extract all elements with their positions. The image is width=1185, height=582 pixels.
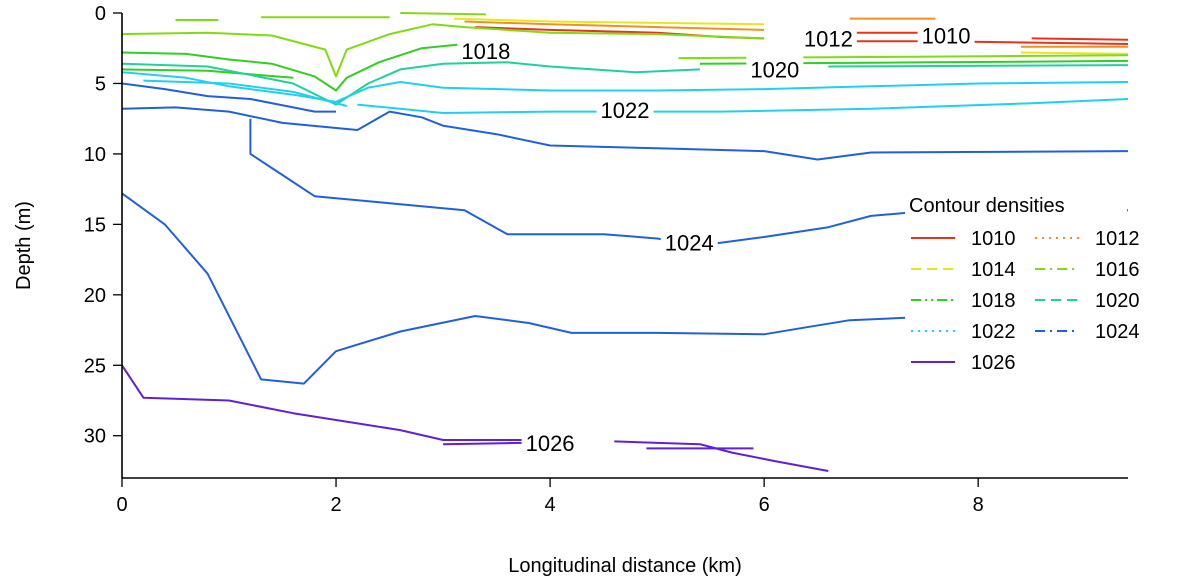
legend-label-1016: 1016: [1095, 259, 1140, 281]
y-axis-title: Depth (m): [13, 201, 35, 290]
contour-line-1022: [121, 71, 1129, 103]
contour-label-1024: 1024: [665, 231, 714, 256]
legend-label-1024: 1024: [1095, 321, 1140, 343]
legend-label-1014: 1014: [971, 259, 1016, 281]
axes: 0 2 4 6 8 0 5 10 15 20 25 30: [84, 3, 1128, 516]
legend-label-1018: 1018: [971, 290, 1016, 312]
legend-label-1026: 1026: [971, 352, 1016, 374]
contour-line-1018: [121, 43, 508, 92]
y-tick-label: 10: [84, 144, 106, 166]
contour-line-1022: [357, 98, 1129, 114]
contour-line-1024: [121, 106, 1129, 161]
contour-line-1018: [121, 68, 294, 79]
contour-label-1026: 1026: [526, 431, 575, 456]
contour-label-1012: 1012: [804, 26, 853, 51]
contour-line-1022: [143, 79, 347, 107]
y-tick-label: 25: [84, 355, 106, 377]
y-tick-label: 30: [84, 426, 106, 448]
legend-title: Contour densities: [909, 195, 1065, 217]
contour-label-background: [746, 55, 804, 85]
contour-line-1024: [249, 118, 1128, 247]
contour-line-1014: [1020, 51, 1129, 55]
contour-label-1018: 1018: [461, 39, 510, 64]
contour-line-1026: [443, 441, 529, 446]
legend: Contour densities 1010 1012 1014 1016 1018 102…: [905, 185, 1140, 375]
x-tick-label: 8: [973, 494, 984, 516]
y-tick-label: 20: [84, 285, 106, 307]
x-tick-label: 6: [759, 494, 770, 516]
legend-label-1012: 1012: [1095, 228, 1140, 250]
plot-area: 1010 1012 1018 1020 1022 1024 1026: [121, 12, 1129, 472]
legend-label-1020: 1020: [1095, 290, 1140, 312]
contour-line-1026: [121, 364, 529, 441]
contour-line-1010: [849, 40, 1129, 45]
x-tick-label: 4: [545, 494, 556, 516]
contour-label-1010: 1010: [922, 24, 971, 49]
contour-label-background: [917, 21, 975, 51]
contour-line-1026: [614, 440, 829, 472]
contour-line-1012: [464, 20, 765, 31]
contour-line-1020: [121, 61, 700, 106]
legend-label-1010: 1010: [971, 228, 1016, 250]
x-axis-title: Longitudinal distance (km): [508, 555, 741, 577]
contour-line-1016: [678, 54, 1129, 60]
y-tick-label: 0: [95, 3, 106, 25]
y-tick-label: 5: [95, 73, 106, 95]
contour-line-1024: [121, 82, 336, 113]
y-tick-label: 15: [84, 214, 106, 236]
contour-label-background: [660, 228, 718, 258]
contour-line-1016: [121, 23, 765, 78]
legend-background: [905, 185, 1127, 375]
contour-label-1020: 1020: [750, 57, 799, 82]
x-tick-label: 0: [116, 494, 127, 516]
contour-label-background: [521, 428, 579, 458]
contour-line-1016: [400, 12, 486, 16]
contour-line-1020: [828, 64, 1129, 68]
contour-label-background: [457, 37, 515, 67]
contour-line-1014: [453, 17, 765, 26]
contour-label-background: [799, 24, 857, 54]
contour-line-1024: [121, 192, 1000, 385]
contour-label-1022: 1022: [601, 98, 650, 123]
legend-label-1022: 1022: [971, 321, 1016, 343]
x-tick-label: 2: [330, 494, 341, 516]
contour-line-1010: [1031, 37, 1129, 41]
contour-label-background: [596, 96, 654, 126]
